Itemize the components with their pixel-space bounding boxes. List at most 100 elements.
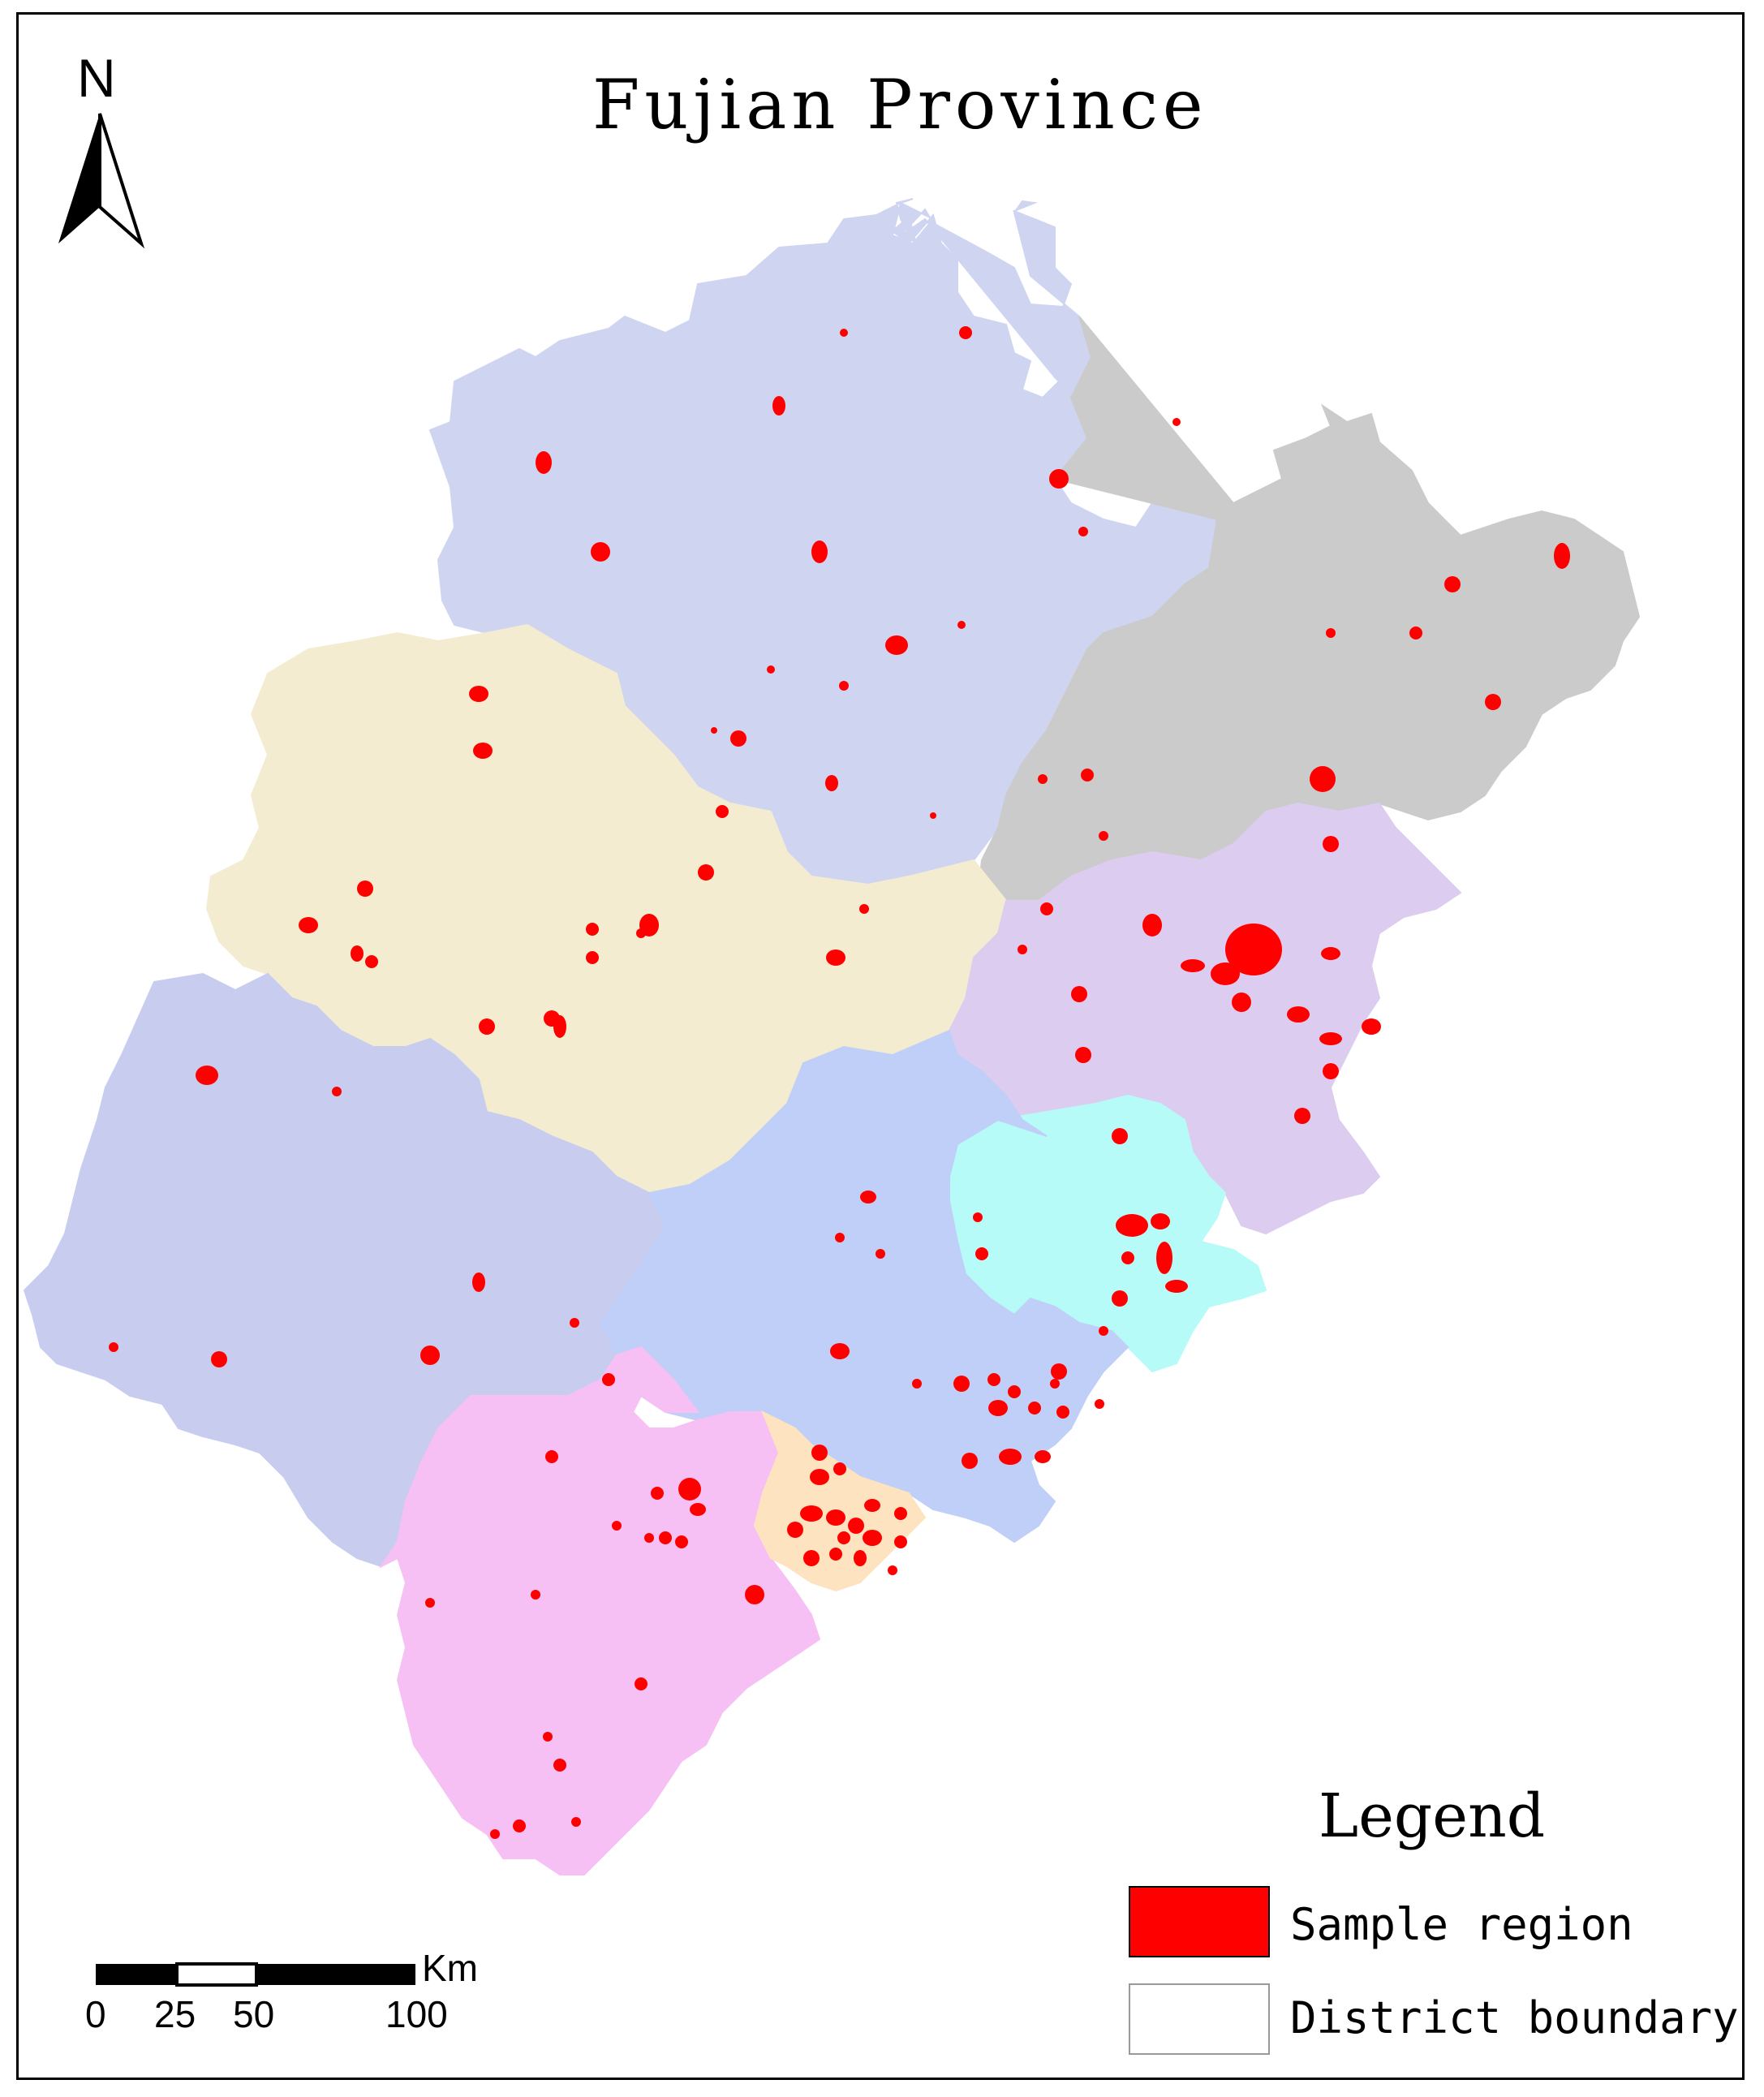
- sample-region: [839, 681, 849, 691]
- sample-region: [1181, 959, 1205, 972]
- sample-region: [570, 1318, 579, 1328]
- sample-region: [531, 1590, 540, 1600]
- sample-region: [863, 1530, 882, 1546]
- north-letter: N: [77, 48, 116, 108]
- scale-bar: [96, 1962, 415, 1987]
- sample-region: [1121, 1251, 1134, 1264]
- sample-region: [810, 1469, 829, 1485]
- sample-region: [854, 1550, 867, 1566]
- sample-region: [835, 1233, 845, 1242]
- sample-region: [1099, 831, 1108, 841]
- district-south: [379, 1346, 821, 1875]
- sample-region: [109, 1342, 118, 1352]
- sample-region: [1095, 1399, 1104, 1409]
- sample-region: [1112, 1290, 1128, 1307]
- sample-region: [1172, 418, 1181, 426]
- sample-region: [1485, 694, 1501, 710]
- sample-region: [420, 1346, 440, 1365]
- sample-region: [1028, 1402, 1041, 1415]
- sample-region: [973, 1212, 983, 1222]
- sample-region: [1056, 1406, 1069, 1419]
- sample-region: [826, 949, 845, 966]
- sample-region: [1081, 769, 1094, 782]
- sample-region: [745, 1585, 764, 1604]
- scale-tick-0: 0: [85, 1993, 106, 2035]
- sample-region: [586, 923, 599, 936]
- legend-title: Legend: [1319, 1781, 1546, 1851]
- sample-region: [365, 955, 378, 968]
- sample-region: [1156, 1242, 1172, 1274]
- sample-region: [959, 326, 972, 339]
- sample-region: [826, 1509, 845, 1526]
- sample-region: [888, 1565, 897, 1575]
- sample-region: [787, 1522, 803, 1538]
- sample-region: [957, 621, 966, 629]
- sample-region: [999, 1449, 1022, 1465]
- sample-region: [644, 1533, 654, 1543]
- sample-region: [299, 917, 318, 933]
- sample-region: [840, 329, 848, 337]
- sample-region: [591, 542, 610, 562]
- sample-region: [800, 1505, 823, 1522]
- sample-region: [1323, 1063, 1339, 1079]
- sample-region: [860, 1191, 876, 1204]
- sample-region: [211, 1351, 227, 1367]
- sample-region: [543, 1732, 553, 1742]
- sample-region: [772, 396, 785, 416]
- sample-region: [553, 1759, 566, 1772]
- sample-region: [1232, 993, 1251, 1012]
- sample-region: [987, 1373, 1000, 1386]
- legend-swatch-sample: [1129, 1886, 1270, 1957]
- map-title: Fujian Province: [592, 65, 1208, 144]
- sample-region: [1078, 527, 1088, 536]
- sample-region: [490, 1829, 500, 1839]
- sample-region: [545, 1450, 558, 1463]
- sample-region: [659, 1531, 672, 1544]
- sample-region: [1151, 1213, 1170, 1229]
- sample-region: [1225, 924, 1282, 975]
- sample-region: [1049, 469, 1069, 489]
- sample-region: [698, 864, 714, 881]
- sample-region: [425, 1598, 435, 1608]
- sample-region: [1008, 1385, 1021, 1398]
- scale-unit: Km: [422, 1947, 478, 1989]
- sample-region: [1035, 1450, 1051, 1463]
- sample-region: [829, 1548, 842, 1561]
- sample-region: [962, 1453, 978, 1469]
- sample-region: [586, 951, 599, 964]
- sample-region: [930, 812, 936, 819]
- sample-region: [1294, 1108, 1310, 1124]
- scale-tick-50: 50: [233, 1993, 275, 2035]
- sample-region: [988, 1400, 1008, 1416]
- sample-region: [1319, 1032, 1342, 1045]
- sample-region: [1075, 1047, 1091, 1063]
- sample-region: [469, 686, 488, 702]
- sample-region: [833, 1462, 846, 1475]
- sample-region: [636, 928, 646, 938]
- sample-region: [912, 1379, 922, 1389]
- sample-region: [716, 805, 729, 818]
- sample-region: [1142, 914, 1162, 937]
- sample-region: [1051, 1363, 1067, 1380]
- sample-region: [730, 730, 746, 747]
- sample-region: [196, 1066, 218, 1085]
- sample-region: [848, 1518, 864, 1534]
- scale-tick-25: 25: [154, 1993, 196, 2035]
- sample-region: [953, 1376, 970, 1392]
- legend-label-sample: Sample region: [1290, 1899, 1633, 1950]
- legend-swatches: [1129, 1886, 1270, 2055]
- sample-region: [472, 1272, 485, 1292]
- sample-region: [811, 1445, 828, 1461]
- legend-label-boundary: District boundary: [1290, 1992, 1739, 2043]
- sample-region: [536, 451, 552, 474]
- sample-region: [1112, 1128, 1128, 1144]
- sample-region: [651, 1487, 664, 1500]
- sample-region: [711, 727, 717, 734]
- sample-region: [837, 1531, 850, 1544]
- sample-region: [1040, 902, 1053, 915]
- sample-region: [859, 904, 869, 914]
- sample-region: [1099, 1326, 1108, 1336]
- sample-region: [1444, 576, 1461, 592]
- sample-region: [1310, 766, 1336, 792]
